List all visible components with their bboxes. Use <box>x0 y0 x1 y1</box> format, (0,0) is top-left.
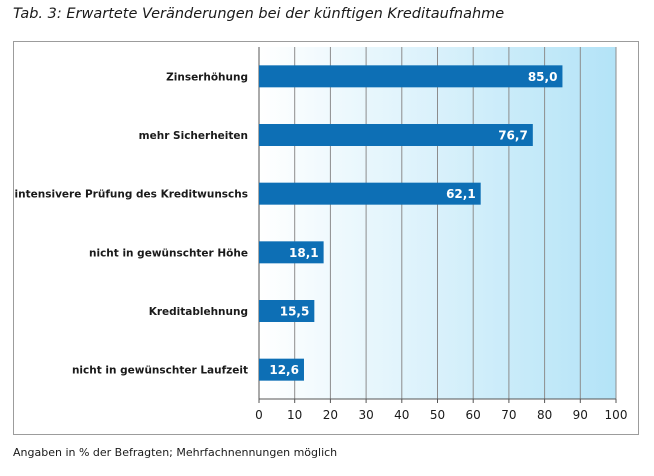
bars <box>259 65 563 381</box>
bar <box>259 241 324 264</box>
x-tick-label: 30 <box>358 408 373 422</box>
footnote: Angaben in % der Befragten; Mehrfachnenn… <box>13 446 338 459</box>
labels: 0 10 20 30 40 50 60 70 80 90 100 85,0 Zinserhöhung 76… <box>15 70 628 422</box>
bar <box>259 358 304 381</box>
grid-lines <box>258 47 617 403</box>
category-label: Kreditablehnung <box>149 306 248 318</box>
x-tick-label: 80 <box>537 408 552 422</box>
bar-value-label: 62,1 <box>446 187 476 201</box>
category-label: mehr Sicherheiten <box>139 130 248 142</box>
bar-value-label: 15,5 <box>280 305 310 319</box>
x-tick-label: 100 <box>605 408 628 422</box>
x-tick-label: 40 <box>394 408 409 422</box>
bar-value-label: 12,6 <box>269 363 299 377</box>
bar-chart: 0 10 20 30 40 50 60 70 80 90 100 85,0 Zinserhöhung 76… <box>15 47 628 422</box>
x-tick-label: 10 <box>287 408 302 422</box>
x-tick-label: 70 <box>501 408 516 422</box>
bar-value-label: 76,7 <box>498 129 528 143</box>
category-label: Zinserhöhung <box>166 71 248 83</box>
x-tick-label: 90 <box>573 408 588 422</box>
figure-title: Tab. 3: Erwartete Veränderungen bei der … <box>13 6 505 22</box>
bar <box>259 65 563 88</box>
x-tick-label: 0 <box>255 408 263 422</box>
bar <box>259 182 481 205</box>
x-tick-label: 50 <box>430 408 445 422</box>
category-label: nicht in gewünschter Laufzeit <box>72 365 248 377</box>
chart-frame: 0 10 20 30 40 50 60 70 80 90 100 85,0 Zinserhöhung 76… <box>13 41 639 435</box>
bar <box>259 124 533 146</box>
bar-value-label: 85,0 <box>528 70 558 84</box>
category-label: nicht in gewünschter Höhe <box>89 247 248 259</box>
bar-value-label: 18,1 <box>289 246 319 260</box>
x-tick-label: 20 <box>323 408 338 422</box>
category-label: intensivere Prüfung des Kreditwunschs <box>15 189 248 201</box>
bar <box>259 300 315 322</box>
x-tick-label: 60 <box>466 408 481 422</box>
